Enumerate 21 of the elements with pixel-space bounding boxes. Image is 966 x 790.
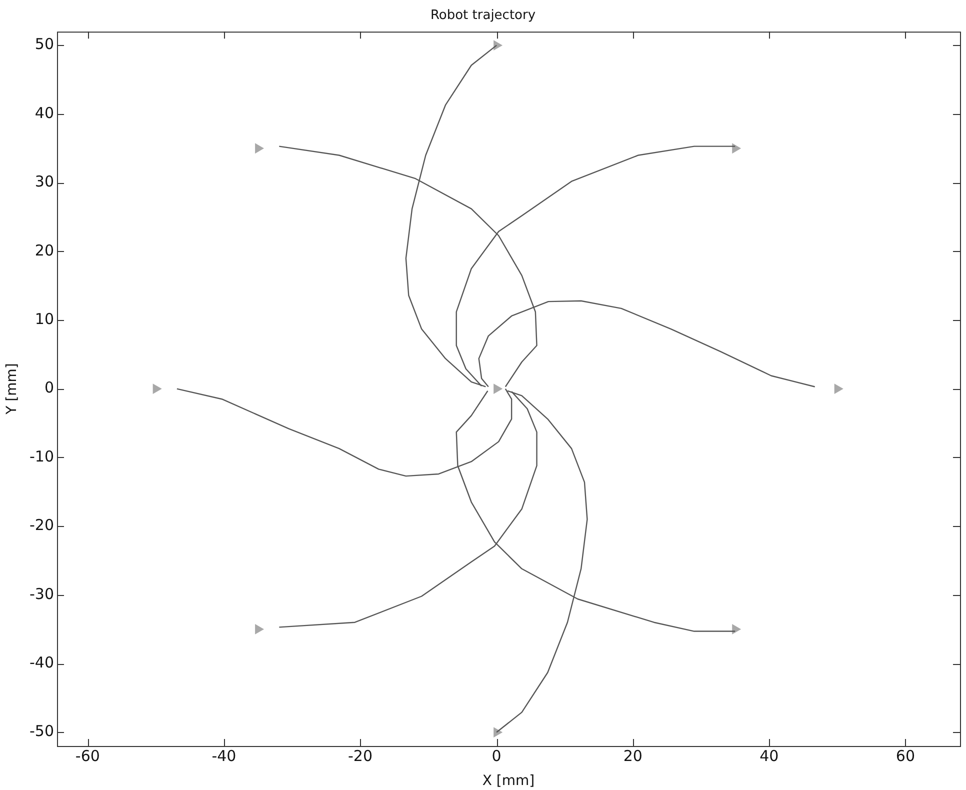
x-axis-title: X [mm] bbox=[482, 773, 535, 790]
x-tick-label: -40 bbox=[212, 746, 236, 765]
y-tick-label: 10 bbox=[34, 310, 54, 328]
y-tick-label: -50 bbox=[30, 722, 54, 740]
x-tick-label: 0 bbox=[492, 746, 502, 765]
y-tick-label: 20 bbox=[34, 241, 54, 260]
y-tick-label: 50 bbox=[34, 35, 54, 54]
x-tick-label: -20 bbox=[348, 746, 373, 765]
y-tick-label: 0 bbox=[44, 378, 54, 397]
y-tick-label: -30 bbox=[30, 584, 54, 603]
y-tick-label: 30 bbox=[34, 172, 54, 191]
x-tick-label: 60 bbox=[896, 746, 916, 765]
y-tick-label: -10 bbox=[30, 447, 54, 466]
x-tick-label: -60 bbox=[75, 746, 100, 765]
chart-title: Robot trajectory bbox=[430, 8, 536, 24]
x-tick-label: 40 bbox=[760, 746, 779, 765]
y-tick-label: -40 bbox=[30, 653, 54, 672]
y-tick-label: 40 bbox=[34, 104, 54, 122]
y-axis-title: Y [mm] bbox=[4, 363, 20, 416]
y-tick-label: -20 bbox=[30, 516, 54, 534]
x-tick-label: 20 bbox=[623, 746, 642, 765]
